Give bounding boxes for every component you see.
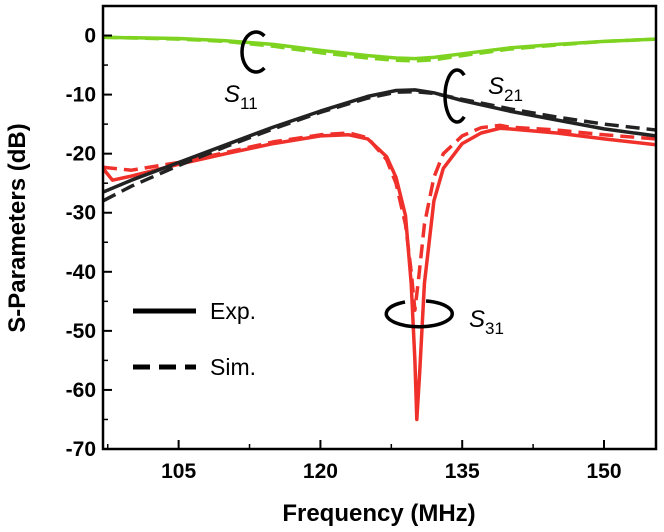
y-tick-label: -60	[66, 379, 96, 402]
y-tick-label: -70	[66, 438, 96, 461]
x-tick-label: 120	[303, 460, 338, 483]
series-s11-sim	[103, 35, 656, 63]
series-s11-exp	[103, 35, 656, 61]
y-axis-title: S-Parameters (dB)	[4, 123, 31, 332]
x-tick-label: 105	[161, 460, 196, 483]
y-tick-label: 0	[84, 25, 96, 48]
x-tick-label: 135	[445, 460, 480, 483]
series-s21-exp	[103, 88, 656, 194]
series-s31-exp	[103, 126, 656, 422]
y-tick-label: -10	[66, 84, 96, 107]
label-s31: S31	[469, 306, 504, 338]
series-s31-sim	[103, 123, 656, 312]
y-tick-label: -50	[66, 320, 96, 343]
label-s21: S21	[488, 73, 523, 105]
legend: Exp. Sim.	[133, 298, 256, 380]
y-tick-label: -30	[66, 202, 96, 225]
x-tick-label: 150	[586, 460, 621, 483]
x-axis-title: Frequency (MHz)	[282, 500, 475, 527]
s21-marker-loop	[443, 68, 466, 124]
y-tick-label: -20	[66, 143, 96, 166]
legend-label-sim: Sim.	[210, 354, 256, 380]
series-s21-sim	[103, 89, 656, 203]
s31-marker-loop	[384, 299, 454, 329]
s11-marker-loop	[240, 30, 266, 74]
plot-frame	[101, 4, 658, 451]
label-s11: S11	[224, 81, 258, 113]
y-tick-label: -40	[66, 261, 96, 284]
legend-label-exp: Exp.	[210, 298, 256, 324]
